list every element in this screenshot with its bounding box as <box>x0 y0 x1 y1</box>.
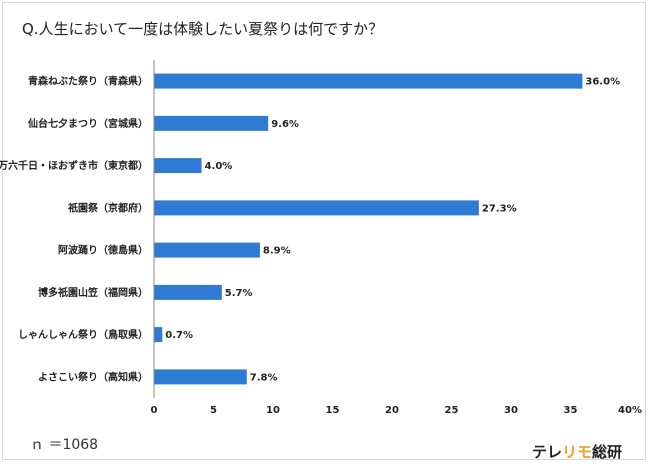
data-label: 36.0% <box>585 77 620 88</box>
bar <box>154 115 269 131</box>
category-label: 四万六千日・ほおずき市（東京都） <box>0 159 148 172</box>
data-label: 27.3% <box>482 203 517 214</box>
sample-size-note: ｎ ＝1068 <box>30 437 99 453</box>
x-tick-label: 35 <box>564 405 578 416</box>
x-tick-label: 30 <box>504 405 518 416</box>
chart-frame <box>2 2 646 460</box>
data-label: 4.0% <box>205 161 233 172</box>
x-tick-label: 5 <box>210 405 217 416</box>
chart-title: Q.人生において一度は体験したい夏祭りは何ですか？ <box>22 20 384 38</box>
x-tick-label: 0 <box>151 405 158 416</box>
data-label: 9.6% <box>271 119 299 130</box>
brand-text-part2: リモ <box>562 443 593 461</box>
bar <box>154 242 260 258</box>
x-tick-label: 20 <box>385 405 399 416</box>
bar <box>154 200 479 216</box>
x-tick-label: 15 <box>326 405 340 416</box>
category-label: しゃんしゃん祭り（鳥取県） <box>18 328 148 341</box>
x-tick-label: 40% <box>618 405 642 416</box>
category-label: 博多祇園山笠（福岡県） <box>38 286 148 299</box>
category-label: よさこい祭り（高知県） <box>38 370 148 383</box>
bar <box>154 158 202 174</box>
category-label: 青森ねぶた祭り（青森県） <box>28 75 148 88</box>
brand-text-part1: テレ <box>532 443 563 461</box>
bar <box>154 73 583 89</box>
category-label: 祇園祭（京都府） <box>67 201 148 214</box>
data-label: 5.7% <box>225 288 253 299</box>
bar <box>154 284 222 300</box>
x-tick-label: 25 <box>445 405 459 416</box>
data-label: 0.7% <box>165 330 193 341</box>
data-label: 7.8% <box>250 372 278 383</box>
brand-text-part3: 総研 <box>592 443 623 461</box>
data-label: 8.9% <box>263 246 291 257</box>
x-tick-label: 10 <box>266 405 280 416</box>
category-label: 阿波踊り（徳島県） <box>58 244 148 257</box>
brand-logo: テレリモ総研 <box>532 441 622 462</box>
category-label: 仙台七夕まつり（宮城県） <box>28 117 148 130</box>
bar <box>154 369 247 385</box>
bar <box>154 327 163 343</box>
